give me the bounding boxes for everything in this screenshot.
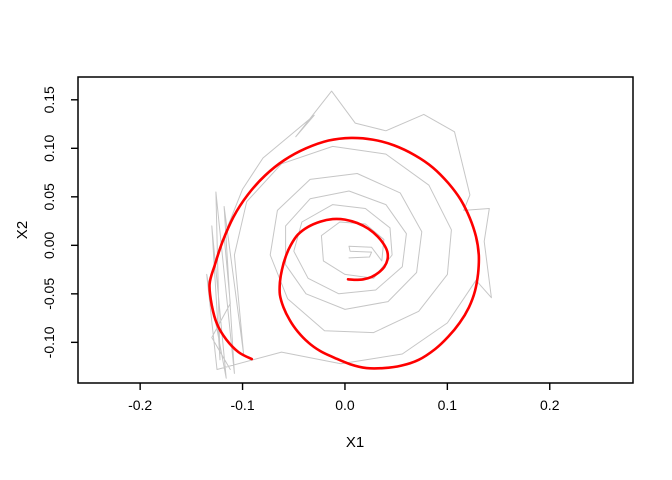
y-axis: -0.10 -0.05 0.00 0.05 0.10 0.15: [41, 86, 78, 358]
y-tick-label: 0.15: [41, 86, 57, 113]
series-layer: [206, 90, 492, 379]
y-tick-label: 0.10: [41, 134, 57, 161]
y-tick-label: 0.00: [41, 231, 57, 258]
x-tick-label: 0.2: [540, 397, 560, 413]
y-tick-label: -0.10: [41, 326, 57, 358]
plot-border: [77, 76, 634, 384]
x-tick-label: -0.2: [128, 397, 152, 413]
y-axis-title: X2: [14, 221, 31, 239]
y-tick-label: -0.05: [41, 278, 57, 310]
y-tick-label: 0.05: [41, 183, 57, 210]
x-tick-label: -0.1: [230, 397, 254, 413]
smoothed-spiral-line: [208, 136, 481, 370]
x-axis: -0.2 -0.1 0.0 0.1 0.2: [128, 383, 560, 413]
x-axis-title: X1: [346, 434, 364, 451]
x-tick-label: 0.0: [335, 397, 355, 413]
x-tick-label: 0.1: [438, 397, 458, 413]
